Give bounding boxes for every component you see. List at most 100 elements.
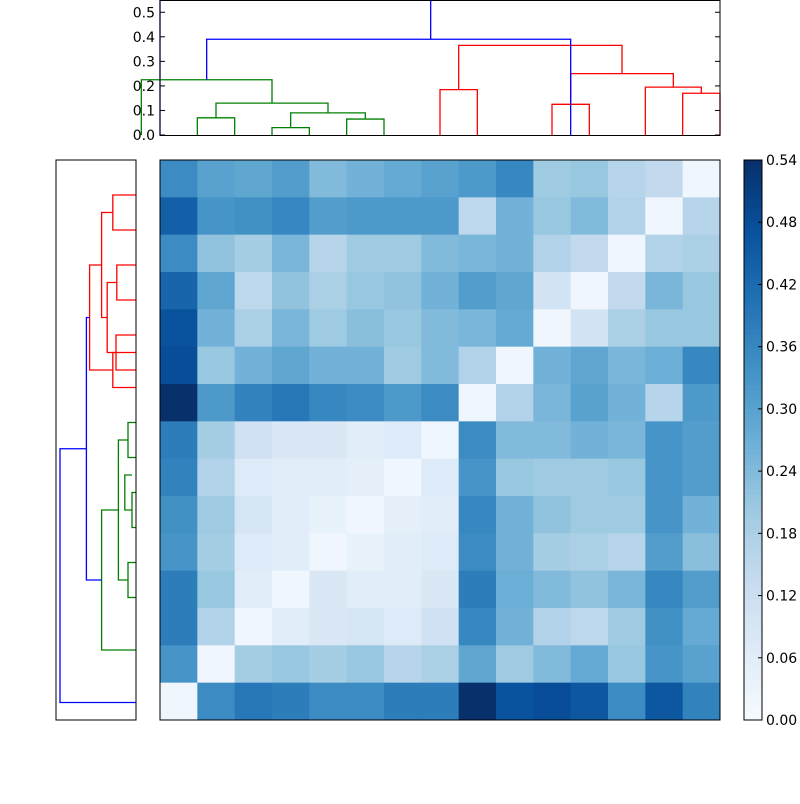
left-dendrogram-link-10 — [127, 561, 136, 599]
colorbar-segment — [744, 265, 762, 271]
heatmap-cell — [458, 458, 497, 497]
heatmap-cell — [197, 496, 236, 534]
heatmap-cell — [496, 309, 534, 348]
heatmap-cell — [384, 234, 422, 273]
heatmap-cell — [645, 421, 684, 460]
heatmap-cell — [421, 570, 460, 609]
heatmap-cell — [384, 458, 422, 497]
top-dendrogram-link-3 — [290, 112, 366, 128]
colorbar-segment — [744, 340, 762, 346]
colorbar-segment — [744, 515, 762, 521]
colorbar-segment — [744, 310, 762, 316]
heatmap-cell — [570, 608, 609, 646]
heatmap-cell — [533, 384, 572, 422]
heatmap-cell — [570, 533, 609, 572]
colorbar-segment — [744, 635, 762, 641]
heatmap-cell — [421, 234, 460, 273]
heatmap-cell — [197, 570, 236, 609]
heatmap-cell — [533, 645, 572, 684]
colorbar-segment — [744, 210, 762, 216]
heatmap-cell — [234, 309, 273, 348]
colorbar-segment — [744, 255, 762, 261]
colorbar-segment — [744, 495, 762, 501]
heatmap-cell — [496, 384, 534, 422]
heatmap-cell — [197, 608, 236, 646]
colorbar-segment — [744, 440, 762, 446]
heatmap-cell — [458, 346, 497, 385]
heatmap-cell — [533, 234, 572, 273]
heatmap-cell — [682, 384, 721, 422]
heatmap-cell — [346, 346, 385, 385]
heatmap-cell — [608, 234, 646, 273]
heatmap-cell — [496, 197, 534, 236]
heatmap-cell — [496, 421, 534, 460]
colorbar-segment — [744, 245, 762, 251]
colorbar-segment — [744, 630, 762, 636]
colorbar-tick-label: 0.06 — [766, 651, 797, 667]
heatmap-cell — [682, 645, 721, 684]
heatmap-cell — [608, 346, 646, 385]
heatmap-cell — [458, 570, 497, 609]
colorbar-segment — [744, 285, 762, 291]
heatmap-cell — [496, 496, 534, 534]
heatmap-cell — [234, 608, 273, 646]
heatmap-cell — [421, 272, 460, 310]
heatmap-cell — [496, 458, 534, 497]
top-dendrogram-link-10 — [570, 72, 674, 105]
heatmap-cell — [421, 496, 460, 534]
colorbar-segment — [744, 435, 762, 441]
heatmap-cell — [533, 608, 572, 646]
heatmap-cell — [384, 346, 422, 385]
top-dendrogram-link-8 — [682, 92, 721, 135]
colorbar-segment — [744, 470, 762, 476]
heatmap-frame — [159, 159, 721, 721]
colorbar-segment — [744, 235, 762, 241]
heatmap-cell — [570, 160, 609, 198]
heatmap-cell — [234, 384, 273, 422]
heatmap-cell — [346, 160, 385, 198]
colorbar-segment — [744, 505, 762, 511]
colorbar-segment — [744, 325, 762, 331]
colorbar-segment — [744, 300, 762, 306]
colorbar-segment — [744, 610, 762, 616]
colorbar-segment — [744, 600, 762, 606]
heatmap-cell — [234, 570, 273, 609]
colorbar-segment — [744, 555, 762, 561]
heatmap-cell — [421, 421, 460, 460]
heatmap-cell — [346, 421, 385, 460]
heatmap-cell — [234, 197, 273, 236]
heatmap-cell — [346, 682, 385, 721]
colorbar-segment — [744, 550, 762, 556]
heatmap-cell — [608, 160, 646, 198]
heatmap-cell — [570, 384, 609, 422]
colorbar-segment — [744, 185, 762, 191]
colorbar-segment — [744, 460, 762, 466]
heatmap-cell — [384, 496, 422, 534]
heatmap-cell — [608, 309, 646, 348]
heatmap-cell — [645, 160, 684, 198]
heatmap-cell — [496, 272, 534, 310]
heatmap-cell — [160, 160, 198, 198]
heatmap-cell — [533, 272, 572, 310]
top-dendrogram-link-4 — [215, 102, 329, 118]
heatmap-cell — [346, 570, 385, 609]
heatmap-cell — [458, 496, 497, 534]
colorbar-tick-label: 0.18 — [766, 526, 797, 542]
top-dendrogram-ytick-label: 0.2 — [133, 79, 155, 95]
heatmap-cell — [160, 496, 198, 534]
heatmap-cell — [234, 533, 273, 572]
top-dendrogram-link-12 — [206, 38, 572, 135]
colorbar-segment — [744, 480, 762, 486]
heatmap-cell — [682, 570, 721, 609]
heatmap-cell — [458, 645, 497, 684]
heatmap-cell — [645, 533, 684, 572]
colorbar-segment — [744, 430, 762, 436]
colorbar-tick-label: 0.12 — [766, 589, 797, 605]
colorbar-segment — [744, 445, 762, 451]
heatmap-cell — [160, 272, 198, 310]
top-dendrogram-ytick-label: 0.4 — [133, 30, 155, 46]
heatmap-cell — [346, 496, 385, 534]
colorbar-segment — [744, 685, 762, 691]
colorbar-segment — [744, 615, 762, 621]
heatmap-cell — [197, 160, 236, 198]
